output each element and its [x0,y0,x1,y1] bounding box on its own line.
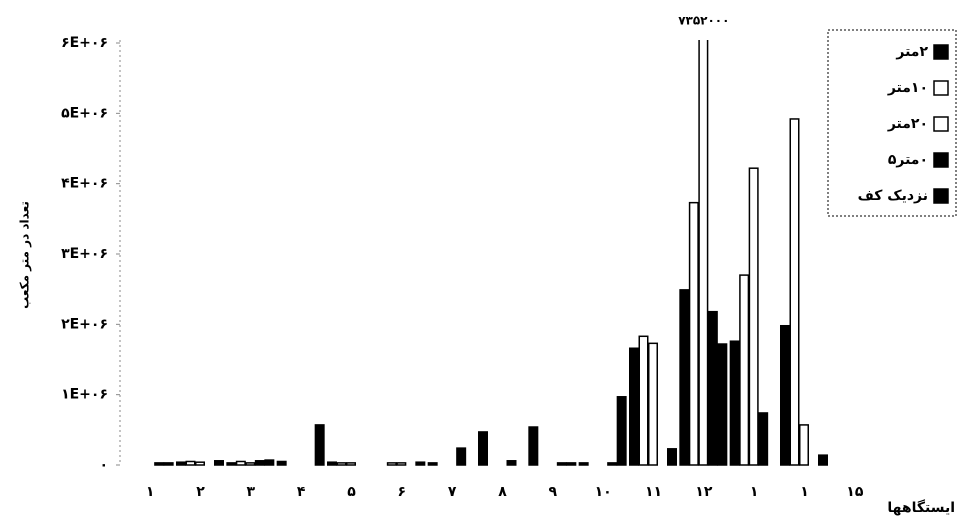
bar [707,310,718,466]
bar [245,462,256,466]
bar [818,454,828,466]
bar [314,424,325,466]
x-tick-label: ٩ [549,484,558,500]
legend-label: ۵٠متر [888,152,928,168]
bar [185,460,196,466]
x-tick-label: ٨ [498,484,507,500]
bar [254,460,265,466]
legend-label: نزدیک کف [858,188,928,204]
bar [163,462,174,466]
bar [214,460,224,466]
bar [276,460,287,466]
bar [264,459,275,466]
y-tick-label: ۶E+٠۶ [61,35,108,51]
legend-swatch [933,44,949,60]
bar [327,461,337,466]
bar [427,462,438,466]
y-tick-label: ١E+٠۶ [61,387,108,403]
bar [717,343,728,466]
bar [780,324,790,466]
legend-label: ٢٠متر [887,116,928,132]
bar [195,461,205,466]
legend-swatch [933,152,949,168]
x-tick-label: ۶ [398,484,407,500]
bar [638,335,649,466]
y-tick-label: ۵E+٠۶ [61,105,108,121]
bar [506,460,517,466]
x-tick-label: ١ [800,484,809,500]
bar [346,462,356,466]
y-tick-label: ۴E+٠۶ [61,176,108,192]
bar [226,462,237,466]
x-tick-label: ١ [146,484,155,500]
y-tick-label: ٣E+٠۶ [61,246,108,262]
bar [456,447,467,466]
bar [386,462,397,466]
bar [748,167,759,466]
legend-label: ٢متر [895,44,928,60]
y-tick-label: ٢E+٠۶ [61,316,108,332]
y-axis-label: تعداد در متر مکعب [18,201,32,309]
bar [679,289,690,466]
x-tick-label: ١٢ [695,484,713,500]
bar [607,462,618,466]
legend-swatch [933,116,949,132]
bar [789,118,800,466]
legend-swatch [933,188,949,204]
bar [667,448,677,466]
x-tick-label: ٣ [247,484,256,500]
x-axis-label: ایستگاهها [887,499,955,516]
bar [415,461,426,466]
x-tick-label: ٢ [196,484,205,500]
legend-swatch [933,80,949,96]
x-tick-label: ٧ [448,484,457,500]
y-tick-label: ٠ [99,457,108,473]
bar [629,347,639,466]
bar [235,460,246,466]
bars [154,40,869,466]
x-tick-label: ١١ [645,484,662,500]
bar [648,342,658,466]
bar [688,201,699,466]
bar [729,340,740,466]
bar [578,462,589,466]
x-tick-label: ١۵ [846,484,864,500]
bar [860,436,869,465]
bar [336,462,347,466]
bar [799,424,809,466]
bar [396,462,407,466]
bar [758,412,769,466]
bar [176,461,186,466]
x-tick-label: ١ [750,484,759,500]
bar [528,426,539,466]
bar [616,396,627,466]
x-tick-label: ۴ [297,484,306,500]
bar [154,462,165,466]
bar [698,40,709,466]
bar [739,274,750,466]
legend-label: ١٠متر [887,80,928,96]
x-tick-label: ۵ [347,484,356,500]
annotation: ٧٣۵٢٠٠٠ [678,14,729,28]
bar [556,462,567,466]
x-tick-label: ١٠ [595,484,612,500]
bar [566,462,577,466]
bar [478,431,488,466]
